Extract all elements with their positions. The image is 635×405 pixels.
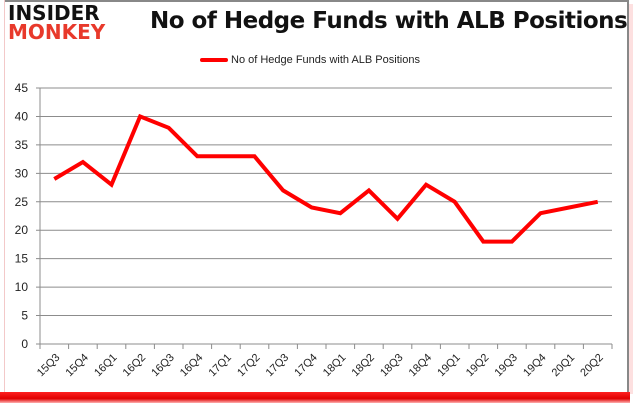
x-tick-label: 17Q1 [206,352,234,380]
y-tick-label: 5 [21,309,28,323]
y-tick-label: 45 [15,81,29,95]
x-tick-label: 19Q4 [521,352,549,380]
gridlines [36,87,612,345]
x-tick-label: 16Q4 [178,352,206,380]
x-axis-labels: 15Q3 15Q4 16Q1 16Q2 16Q3 16Q4 17Q1 17Q2 17Q3 17Q4… [35,352,606,380]
axes [39,88,613,349]
x-tick-label: 15Q4 [63,352,91,380]
logo-line-1: INSIDER [8,1,100,25]
x-tick-label: 17Q2 [235,352,263,380]
x-tick-label: 16Q1 [92,352,120,380]
chart-legend: No of Hedge Funds with ALB Positions [200,54,420,66]
x-tick-label: 18Q1 [321,352,349,380]
series-line [53,113,599,244]
x-tick-label: 20Q1 [550,352,578,380]
legend-swatch-icon [200,58,228,62]
x-tick-label: 18Q2 [349,352,377,380]
x-tick-label: 19Q2 [464,352,492,380]
x-tick-label: 16Q2 [121,352,149,380]
frame-shadow [629,4,633,394]
x-tick-label: 18Q4 [407,352,435,380]
y-axis-labels: 0 5 10 15 20 25 30 35 40 45 [15,81,29,351]
x-tick-label: 18Q3 [378,352,406,380]
logo-line-2: MONKEY [8,20,106,44]
y-tick-label: 10 [15,280,29,294]
y-tick-label: 0 [21,337,28,351]
x-tick-label: 19Q1 [435,352,463,380]
y-tick-label: 20 [15,223,29,237]
bottom-accent-bar [0,392,630,403]
x-tick-label: 15Q3 [35,352,63,380]
x-tick-label: 20Q2 [578,352,606,380]
y-tick-label: 25 [15,195,29,209]
chart-frame [5,0,629,392]
insider-monkey-logo: INSIDER MONKEY [8,1,106,44]
x-tick-label: 17Q3 [264,352,292,380]
x-tick-label: 16Q3 [149,352,177,380]
y-tick-label: 30 [15,166,29,180]
y-tick-label: 40 [15,109,29,123]
chart-title: No of Hedge Funds with ALB Positions [150,8,628,34]
x-tick-label: 17Q4 [292,352,320,380]
legend-label: No of Hedge Funds with ALB Positions [231,54,420,66]
y-tick-label: 35 [15,138,29,152]
y-tick-label: 15 [15,252,29,266]
x-tick-label: 19Q3 [492,352,520,380]
